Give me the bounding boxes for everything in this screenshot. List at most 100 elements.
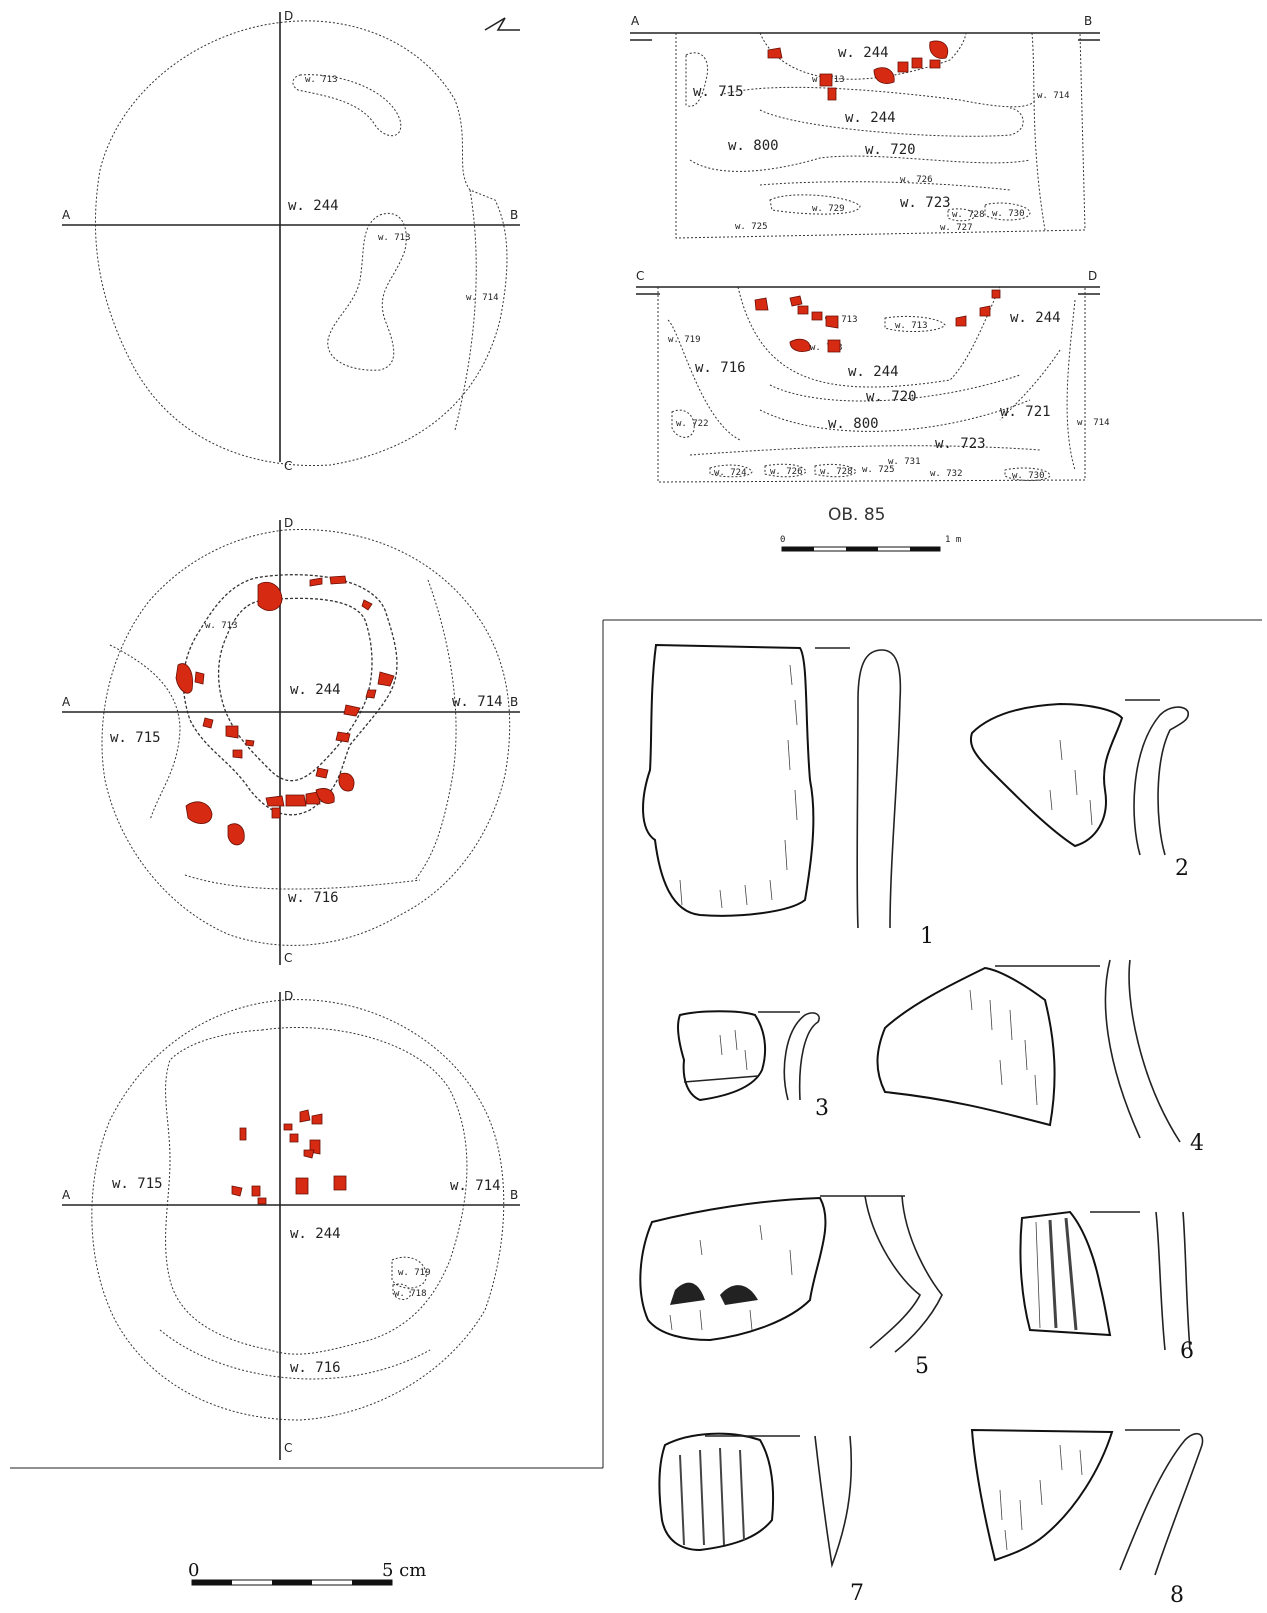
section-ab-label-b: B [1084,14,1092,28]
stone [798,306,808,314]
plan-3-label-a: A [62,1188,71,1202]
section-cd-label-w723: w. 723 [935,436,986,452]
stone [310,578,322,586]
plan-2-label-w713: w. 713 [205,621,238,631]
find-7: 7 [659,1434,864,1606]
stone [296,1178,308,1194]
section-cd-label-w800: w. 800 [828,416,879,432]
stone [980,306,990,316]
section-cd-label-d: D [1088,269,1097,283]
section-cd-label-w714: w. 714 [1077,418,1110,428]
section-cd-label-w722: w. 722 [676,419,709,429]
plan-3-label-b: B [510,1188,518,1202]
find-8-number: 8 [1170,1583,1184,1608]
section-cd-w714 [1067,300,1075,470]
section-cd-w723 [690,446,1040,455]
stone [286,795,306,806]
stone [828,340,840,352]
stone [956,316,966,326]
scale-bar-finds: 0 5 cm [188,1560,426,1585]
stone [930,41,948,58]
section-ab-label-w244b: w. 244 [845,110,896,126]
plan-3-stones [232,1110,346,1204]
scale-bar-section-zero: 0 [780,535,785,545]
plan-2-label-w715: w. 715 [110,730,161,746]
section-ab-label-w723: w. 723 [900,195,951,211]
plan-1-label-w713a: w. 713 [305,75,338,85]
stone [300,1110,310,1122]
north-arrow-icon [485,18,520,30]
stone [790,339,810,351]
stone [790,296,802,306]
section-cd-label-w720: w. 720 [866,389,917,405]
stone [284,1124,292,1130]
stone [334,1176,346,1190]
section-ab: A B w. 244 w. 244 w. 715 w. 714 w. 800 w… [630,14,1100,238]
stone [240,1128,246,1140]
find-3: 3 [678,1011,829,1121]
plan-2-label-w714: w. 714 [452,694,503,710]
stone [344,705,360,716]
section-ab-label-w720: w. 720 [865,142,916,158]
section-cd-label-w713b: w. 713 [895,321,928,331]
stone [336,732,350,742]
find-2-profile [1134,707,1188,855]
section-cd-label-w732: w. 732 [930,469,963,479]
stone [316,768,328,778]
stone [912,58,922,68]
section-cd-label-w244a: w. 244 [1010,310,1061,326]
stone [252,1186,260,1196]
section-ab-w800 [690,156,1030,171]
section-cd-label-w728: w. 728 [820,467,853,477]
find-1-number: 1 [920,924,934,949]
plan-1-outline [95,21,507,466]
stone [992,290,1000,298]
stone [304,1150,314,1158]
plan-1-label-d: D [284,9,293,23]
section-cd-label-w244b: w. 244 [848,364,899,380]
find-6-sherd [1020,1212,1110,1335]
plan-3-label-w714: w. 714 [450,1178,501,1194]
section-cd-label-w726: w. 726 [770,467,803,477]
stone [828,88,836,100]
section-cd-label-w731: w. 731 [888,457,921,467]
section-ab-label-w729: w. 729 [812,204,845,214]
plan-3-w715-edge [166,1028,467,1355]
scale-bar-finds-zero: 0 [188,1560,199,1581]
plan-2-label-w716: w. 716 [288,890,339,906]
stone [898,62,908,72]
find-1-sherd [643,645,813,916]
plan-1-label-b: B [510,208,518,222]
scale-bar-finds-end: 5 cm [382,1560,426,1581]
stone [312,1114,322,1124]
stone [232,1186,242,1196]
section-ab-label-w728: w. 728 [952,210,985,220]
section-ab-label-w715: w. 715 [693,84,744,100]
plan-3-outline [92,1000,504,1420]
stone [378,672,394,686]
plan-2-w716-edge [185,875,420,889]
stone [233,750,242,758]
find-6-number: 6 [1180,1339,1194,1364]
stone [203,718,213,728]
stone [755,298,768,310]
plan-2-label-c: C [284,951,292,965]
stone [246,740,254,746]
stone [176,664,193,694]
plan-3-label-w244: w. 244 [290,1226,341,1242]
section-ab-label-w726: w. 726 [900,175,933,185]
section-cd-stones [755,290,1000,352]
find-2-sherd [971,704,1122,846]
plan-1-label-w714: w. 714 [466,293,499,303]
find-2: 2 [971,700,1189,881]
plan-2-label-d: D [284,516,293,530]
find-7-profile [815,1436,851,1565]
section-ab-label-w727: w. 727 [940,223,973,233]
stone [272,808,280,818]
stone [362,600,372,610]
stone [195,672,204,684]
stone [186,802,212,824]
section-ab-w714 [1032,33,1045,230]
plan-2: D C A B w. 244 w. 714 w. 715 w. 716 w. 7… [62,516,520,965]
section-cd-label-w724: w. 724 [714,468,747,478]
